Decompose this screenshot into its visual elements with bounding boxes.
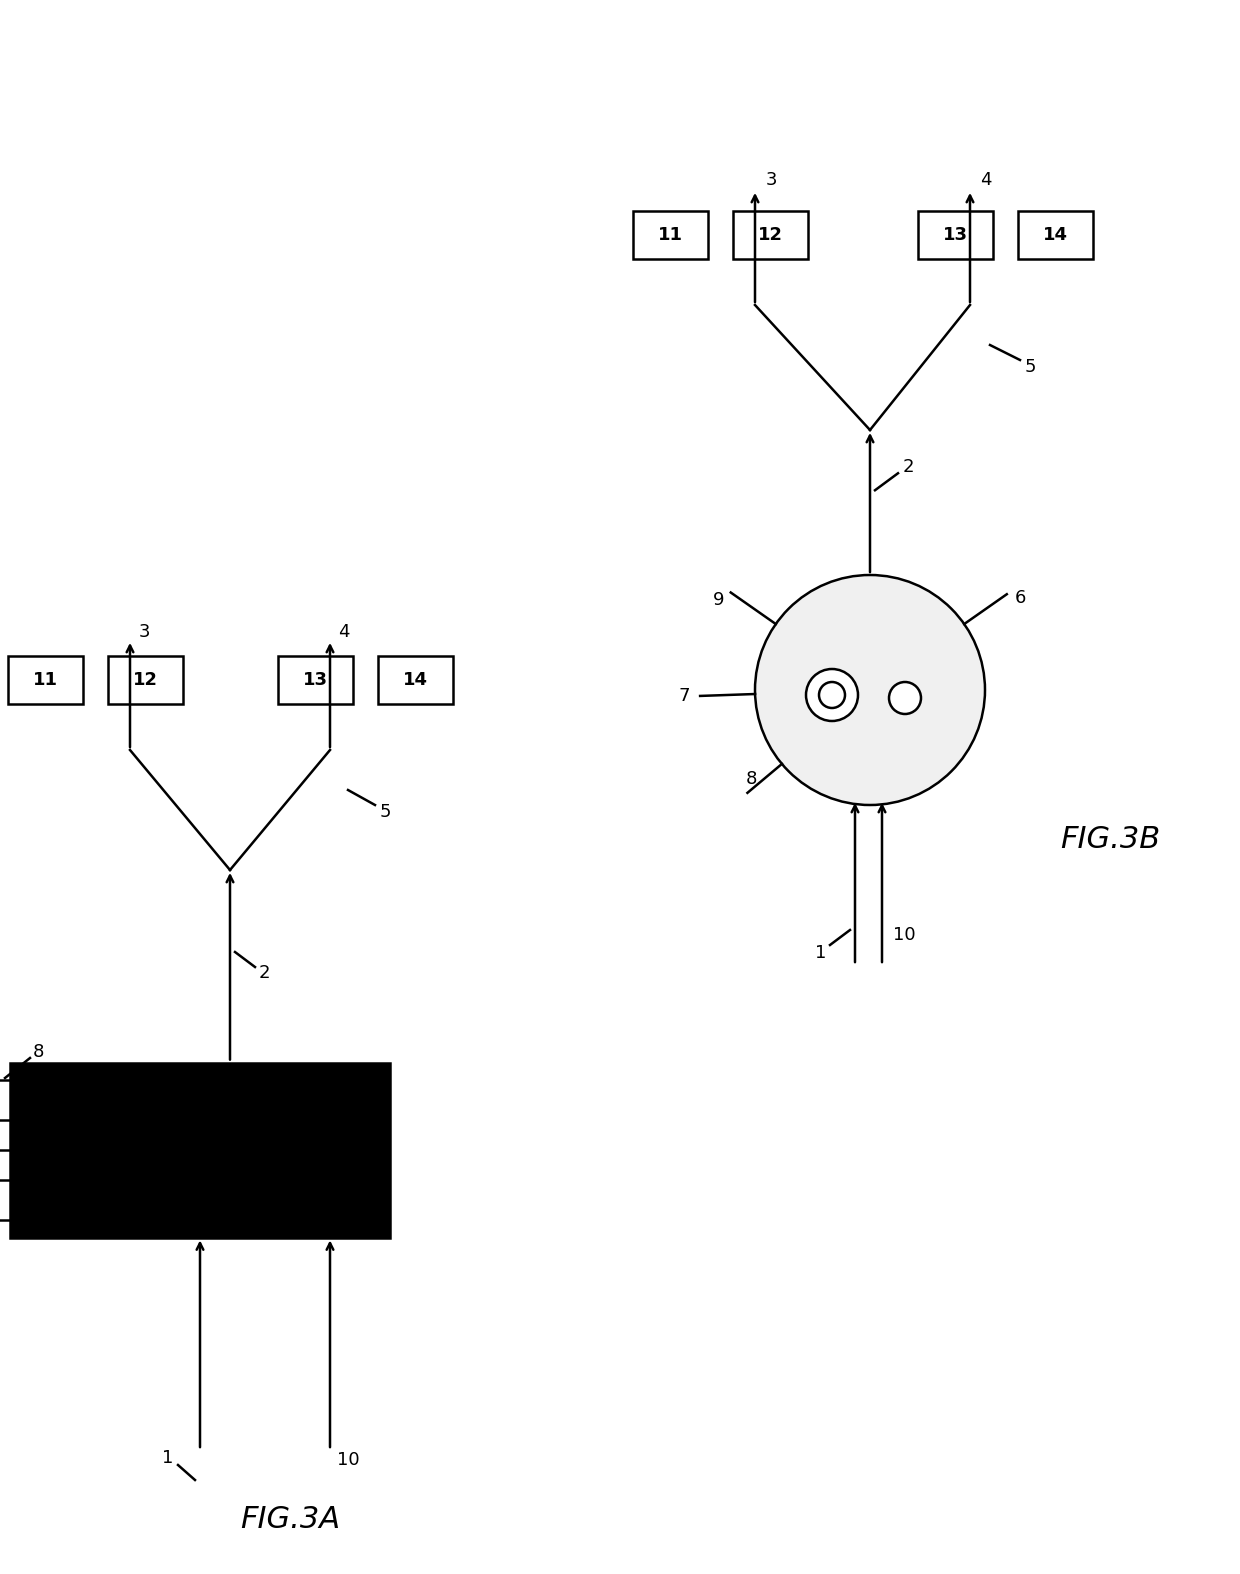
Text: 11: 11 xyxy=(32,671,57,689)
Text: 3: 3 xyxy=(138,623,150,641)
Text: 5: 5 xyxy=(379,803,391,822)
Text: 1: 1 xyxy=(816,944,827,962)
Text: 7: 7 xyxy=(678,686,689,705)
Bar xyxy=(632,211,708,260)
Bar xyxy=(7,656,83,704)
Bar xyxy=(918,211,992,260)
Text: 3: 3 xyxy=(765,172,776,189)
Text: 1: 1 xyxy=(162,1450,174,1467)
Bar xyxy=(733,211,807,260)
Circle shape xyxy=(889,682,921,715)
Bar xyxy=(377,656,453,704)
Text: 12: 12 xyxy=(758,227,782,244)
Text: 5: 5 xyxy=(1024,357,1035,376)
Text: FIG.3A: FIG.3A xyxy=(239,1505,340,1535)
Text: 2: 2 xyxy=(903,458,914,477)
Circle shape xyxy=(818,682,844,708)
Bar xyxy=(108,656,182,704)
Text: 14: 14 xyxy=(1043,227,1068,244)
Circle shape xyxy=(806,669,858,721)
Text: 2: 2 xyxy=(258,963,270,982)
Bar xyxy=(10,1062,391,1237)
Text: 11: 11 xyxy=(657,227,682,244)
Text: 14: 14 xyxy=(403,671,428,689)
Text: 4: 4 xyxy=(339,623,350,641)
Text: 6: 6 xyxy=(1016,589,1027,608)
Bar xyxy=(1018,211,1092,260)
Text: 9: 9 xyxy=(713,592,724,609)
Text: 13: 13 xyxy=(303,671,327,689)
Text: 10: 10 xyxy=(893,926,915,944)
Circle shape xyxy=(755,575,985,804)
Text: 13: 13 xyxy=(942,227,967,244)
Text: FIG.3B: FIG.3B xyxy=(1060,825,1161,855)
Text: 4: 4 xyxy=(981,172,992,189)
Text: 8: 8 xyxy=(32,1044,43,1061)
Text: 8: 8 xyxy=(745,770,758,789)
Bar xyxy=(278,656,352,704)
Text: 10: 10 xyxy=(337,1451,360,1469)
Text: 12: 12 xyxy=(133,671,157,689)
Bar xyxy=(0,1080,10,1220)
